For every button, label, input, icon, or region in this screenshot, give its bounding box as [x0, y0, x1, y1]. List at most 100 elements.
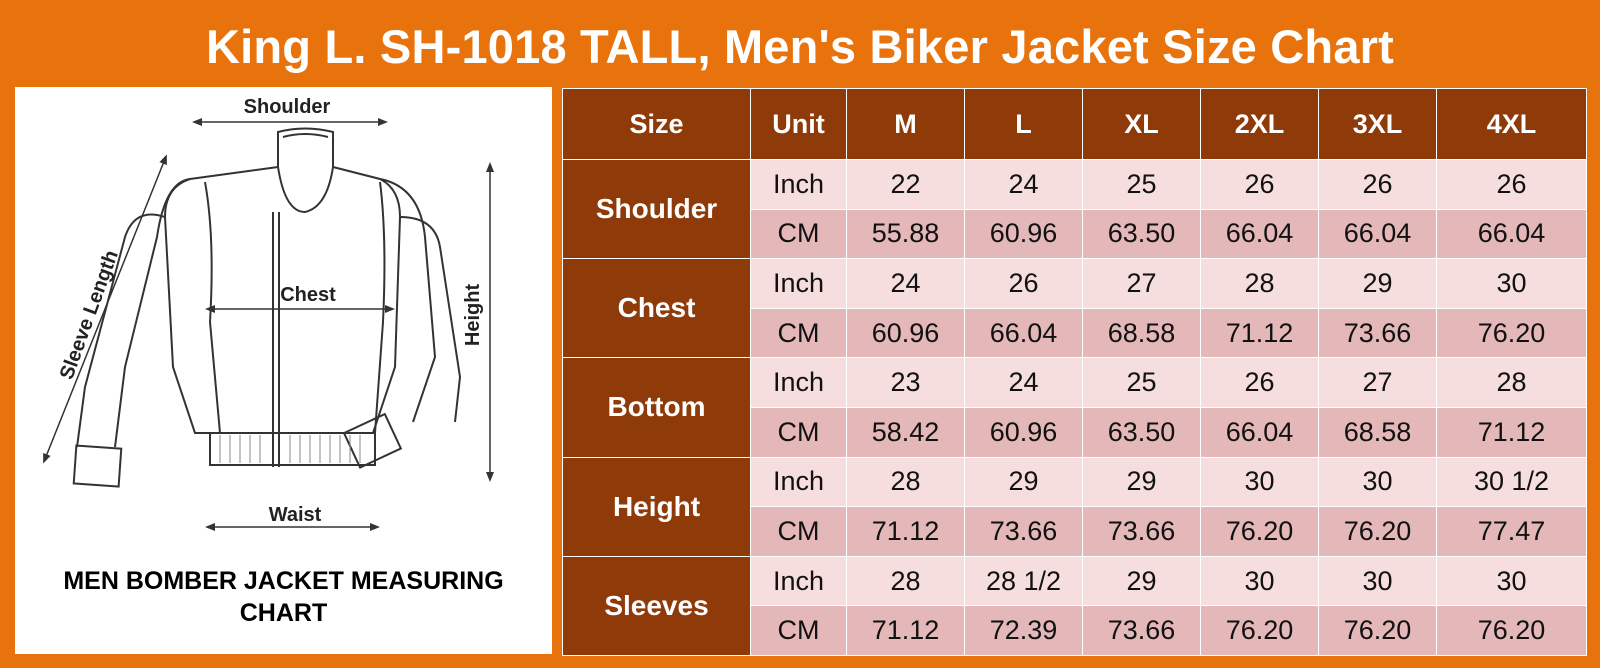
sleeve-arrow-icon — [43, 154, 167, 464]
measure-shoulder: Shoulder — [562, 158, 751, 260]
header-l: L — [964, 88, 1083, 160]
chest-label: Chest — [280, 284, 336, 306]
value-cell: 76.20 — [1200, 605, 1319, 656]
value-cell: 66.04 — [1436, 208, 1587, 260]
header-4xl: 4XL — [1436, 88, 1587, 160]
value-cell: 30 — [1200, 456, 1319, 508]
value-cell: 27 — [1082, 258, 1201, 309]
size-table: Size Unit M L XL 2XL 3XL 4XL Shoulder In… — [562, 88, 1587, 657]
table-row: CM 58.42 60.96 63.50 66.04 68.58 71.12 — [563, 406, 1587, 458]
value-cell: 55.88 — [846, 208, 965, 260]
table-row: CM 71.12 72.39 73.66 76.20 76.20 76.20 — [563, 605, 1587, 656]
table-row: Shoulder Inch 22 24 25 26 26 26 — [562, 158, 1587, 260]
unit-cell: Inch — [750, 258, 847, 309]
measure-bottom: Bottom — [562, 357, 751, 458]
table-row: CM 55.88 60.96 63.50 66.04 66.04 66.04 — [563, 208, 1587, 260]
value-cell: 28 — [1200, 258, 1319, 309]
value-cell: 71.12 — [846, 605, 965, 656]
value-cell: 28 — [846, 456, 965, 508]
unit-cell: Inch — [750, 555, 847, 607]
value-cell: 29 — [1082, 555, 1201, 607]
value-cell: 71.12 — [1436, 406, 1587, 458]
value-cell: 68.58 — [1082, 307, 1201, 359]
value-cell: 72.39 — [964, 605, 1083, 656]
value-cell: 30 — [1200, 555, 1319, 607]
value-cell: 77.47 — [1436, 506, 1587, 557]
table-row: CM 71.12 73.66 73.66 76.20 76.20 77.47 — [563, 506, 1587, 557]
value-cell: 24 — [964, 357, 1083, 408]
header-row: Size Unit M L XL 2XL 3XL 4XL — [562, 88, 1587, 160]
value-cell: 30 — [1436, 555, 1587, 607]
value-cell: 29 — [964, 456, 1083, 508]
value-cell: 76.20 — [1200, 506, 1319, 557]
value-cell: 76.20 — [1436, 307, 1587, 359]
value-cell: 60.96 — [964, 406, 1083, 458]
value-cell: 73.66 — [964, 506, 1083, 557]
value-cell: 29 — [1318, 258, 1437, 309]
value-cell: 30 1/2 — [1436, 456, 1587, 508]
measuring-diagram-panel: Shoulder Chest Waist Height Sleeve Lengt… — [15, 87, 552, 654]
value-cell: 66.04 — [1200, 406, 1319, 458]
diagram-caption: MEN BOMBER JACKET MEASURING CHART — [15, 565, 552, 629]
value-cell: 26 — [1200, 357, 1319, 408]
unit-cell: CM — [750, 506, 847, 557]
header-xl: XL — [1082, 88, 1201, 160]
value-cell: 30 — [1436, 258, 1587, 309]
measure-sleeves: Sleeves — [562, 555, 751, 657]
shoulder-label: Shoulder — [244, 96, 331, 118]
value-cell: 73.66 — [1082, 506, 1201, 557]
caption-line-1: MEN BOMBER JACKET MEASURING — [63, 567, 504, 595]
value-cell: 73.66 — [1318, 307, 1437, 359]
jacket-diagram: Shoulder Chest Waist Height Sleeve Lengt… — [43, 96, 494, 531]
caption-line-2: CHART — [239, 599, 328, 627]
value-cell: 27 — [1318, 357, 1437, 408]
unit-cell: CM — [750, 208, 847, 260]
value-cell: 28 — [846, 555, 965, 607]
height-label: Height — [462, 284, 484, 347]
header-size: Size — [562, 88, 751, 160]
value-cell: 29 — [1082, 456, 1201, 508]
value-cell: 66.04 — [964, 307, 1083, 359]
table-row: Height Inch 28 29 29 30 30 30 1/2 — [562, 456, 1587, 557]
value-cell: 26 — [1318, 159, 1437, 210]
value-cell: 23 — [846, 357, 965, 408]
header-unit: Unit — [750, 88, 847, 160]
value-cell: 66.04 — [1318, 208, 1437, 260]
value-cell: 60.96 — [964, 208, 1083, 260]
value-cell: 26 — [964, 258, 1083, 309]
value-cell: 30 — [1318, 555, 1437, 607]
size-table-panel: Size Unit M L XL 2XL 3XL 4XL Shoulder In… — [562, 88, 1587, 657]
unit-cell: CM — [750, 307, 847, 359]
measure-chest: Chest — [562, 258, 751, 359]
value-cell: 58.42 — [846, 406, 965, 458]
value-cell: 24 — [846, 258, 965, 309]
value-cell: 76.20 — [1436, 605, 1587, 656]
unit-cell: Inch — [750, 159, 847, 210]
waist-label: Waist — [269, 504, 322, 526]
value-cell: 60.96 — [846, 307, 965, 359]
value-cell: 63.50 — [1082, 208, 1201, 260]
header-2xl: 2XL — [1200, 88, 1319, 160]
value-cell: 26 — [1436, 159, 1587, 210]
header-m: M — [846, 88, 965, 160]
table-row: Sleeves Inch 28 28 1/2 29 30 30 30 — [562, 555, 1587, 657]
rib-texture-icon — [219, 435, 361, 463]
value-cell: 63.50 — [1082, 406, 1201, 458]
measure-height: Height — [562, 456, 751, 557]
value-cell: 71.12 — [846, 506, 965, 557]
value-cell: 25 — [1082, 357, 1201, 408]
value-cell: 66.04 — [1200, 208, 1319, 260]
unit-cell: Inch — [750, 357, 847, 408]
table-row: Chest Inch 24 26 27 28 29 30 — [562, 258, 1587, 359]
value-cell: 26 — [1200, 159, 1319, 210]
table-row: CM 60.96 66.04 68.58 71.12 73.66 76.20 — [563, 307, 1587, 359]
sleeve-length-label: Sleeve Length — [56, 247, 123, 382]
value-cell: 25 — [1082, 159, 1201, 210]
page-title: King L. SH-1018 TALL, Men's Biker Jacket… — [206, 20, 1394, 73]
value-cell: 24 — [964, 159, 1083, 210]
value-cell: 28 1/2 — [964, 555, 1083, 607]
value-cell: 68.58 — [1318, 406, 1437, 458]
value-cell: 73.66 — [1082, 605, 1201, 656]
jacket-outline-icon — [72, 127, 462, 488]
